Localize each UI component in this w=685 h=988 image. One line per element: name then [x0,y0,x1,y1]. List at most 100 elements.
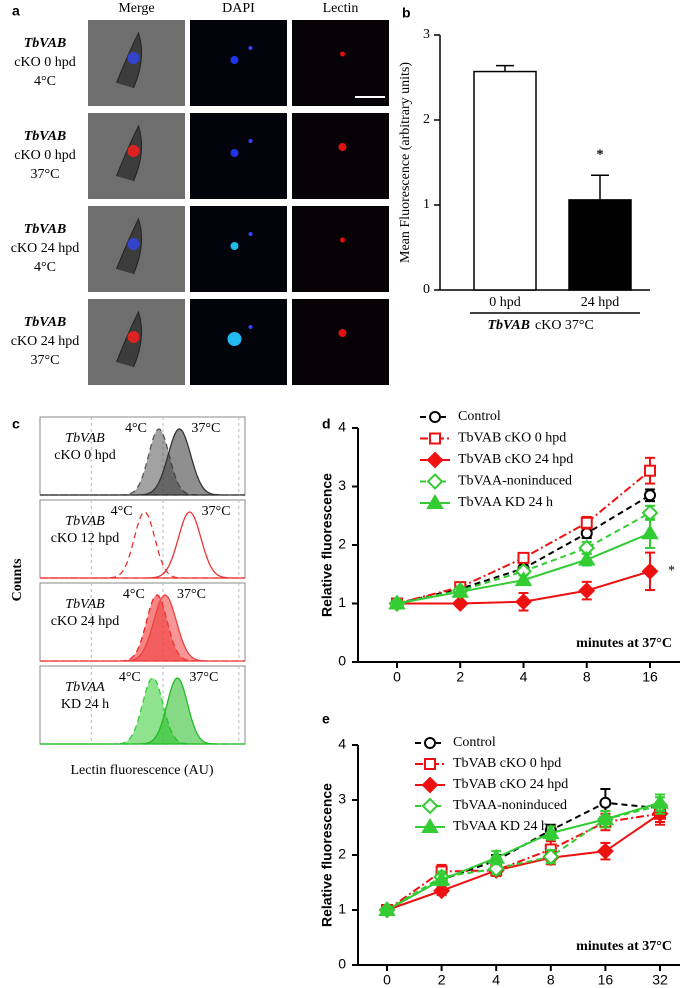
x-tick-label: 8 [547,972,555,988]
curve-label: 4°C [123,587,145,602]
kinetoplast [248,325,253,329]
column-header: DAPI [222,1,255,16]
x-axis-label: Lectin fluorescence (AU) [70,763,213,778]
row-label: cKO 12 hpd [51,531,119,546]
x-tick-label: 4 [492,972,500,988]
legend-marker [429,432,441,445]
x-tick-label: 0 hpd [489,295,521,310]
kinetoplast [248,139,253,143]
legend-marker [429,411,441,423]
data-point [433,882,451,900]
curve-label: 37°C [191,421,220,436]
data-point [451,582,469,598]
y-tick-label: 2 [338,536,346,552]
data-point [580,516,593,529]
y-tick-label: 0 [338,653,346,669]
row-label: cKO 0 hpd [14,55,75,70]
nucleus [227,332,242,346]
micrograph-image [292,299,389,385]
y-tick-label: 2 [423,112,430,127]
legend-label: TbVAB cKO 24 hpd [453,777,568,792]
x-axis-label: cKO 37°C [535,318,594,333]
x-axis-label: TbVAB [487,318,530,333]
histogram-curve [40,677,245,745]
cell-spot [127,145,140,157]
micrograph-image [292,20,389,106]
row-label: 37°C [31,353,60,368]
curve-label: 37°C [202,504,231,519]
row-label: TbVAA [65,680,105,695]
data-point [651,793,669,809]
y-axis-label: Relative fluorescence [319,783,335,927]
micrograph-image [292,113,389,199]
micrograph-image [190,20,287,106]
curve-label: 37°C [177,587,206,602]
nucleus [230,149,239,157]
data-point [641,562,659,580]
row-label: 37°C [31,167,60,182]
kinetoplast [248,232,253,236]
x-axis-label: minutes at 37°C [576,939,672,954]
lectin-spot [340,51,345,57]
data-point [432,870,451,886]
x-tick-label: 24 hpd [581,295,620,310]
y-tick-label: 3 [338,477,346,493]
x-tick-label: 0 [393,669,401,685]
bar [473,70,537,291]
nucleus [230,56,239,64]
lectin-spot [338,143,347,151]
curve-label: 4°C [125,421,147,436]
micrograph-image [190,113,287,199]
histogram-curve [40,594,245,662]
row-label: TbVAB [65,431,105,446]
data-point [580,527,593,540]
legend-marker [424,758,436,770]
legend-label: TbVAA KD 24 h [453,819,548,834]
data-point [542,848,560,866]
legend-label: TbVAA KD 24 h [458,495,553,510]
bar [568,199,632,291]
panel-letter: a [12,3,20,19]
x-tick-label: 16 [598,972,614,988]
legend-label: Control [453,735,496,750]
cell-spot [127,238,140,250]
row-label: TbVAB [65,597,105,612]
series-line [386,812,661,911]
row-label: TbVAB [24,36,67,51]
significance: * [668,564,675,579]
nucleus [230,242,239,250]
y-tick-label: 3 [338,791,346,807]
data-point [487,848,505,864]
row-label: TbVAB [24,315,67,330]
row-label: cKO 0 hpd [54,448,115,463]
x-tick-label: 16 [642,669,658,685]
data-point [644,464,656,477]
row-label: TbVAB [24,222,67,237]
series-line [386,812,661,911]
panel-letter: d [322,416,331,432]
data-point [596,842,614,860]
legend-label: Control [458,409,501,424]
micrograph-image [190,206,287,292]
y-tick-label: 1 [423,197,430,212]
y-tick-label: 4 [338,736,346,752]
x-tick-label: 4 [520,669,528,685]
x-tick-label: 8 [583,669,591,685]
row-label: cKO 24 hpd [51,614,119,629]
x-tick-label: 32 [652,972,668,988]
x-tick-label: 0 [383,972,391,988]
legend-marker [424,737,436,749]
data-point [451,595,469,612]
y-tick-label: 1 [338,901,346,917]
x-tick-label: 2 [438,972,446,988]
data-point [378,901,396,916]
legend-marker [421,797,439,815]
histogram-curve [40,511,245,579]
data-point [599,796,612,809]
curve-label: 4°C [119,670,141,685]
column-header: Lectin [323,1,359,16]
data-point [514,571,533,587]
cell-spot [127,331,140,343]
lectin-spot [338,329,347,337]
y-axis-label: Relative fluorescence [319,473,335,617]
